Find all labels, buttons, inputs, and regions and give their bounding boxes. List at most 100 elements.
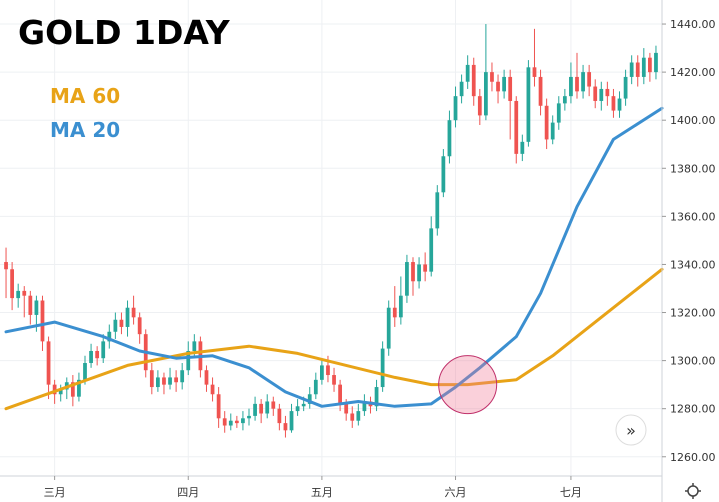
chart-title: GOLD 1DAY [18, 13, 231, 52]
candle-body [4, 262, 8, 270]
candle-body [22, 290, 27, 296]
candle-body [125, 307, 130, 327]
gear-icon-teeth[interactable] [685, 483, 701, 499]
candle-body [581, 72, 585, 92]
candle-body [271, 401, 276, 409]
candle-body [508, 76, 513, 101]
moving-averages-layer [4, 106, 664, 411]
candle-body [441, 156, 446, 193]
candle-body [210, 384, 215, 395]
candle-body [192, 341, 197, 351]
y-tick-label: 1320.00 [670, 307, 716, 320]
candle-body [453, 96, 458, 121]
candle-body [137, 317, 142, 335]
y-tick-label: 1440.00 [670, 18, 716, 31]
scroll-right-button[interactable]: » [615, 414, 647, 446]
candle-body [46, 341, 51, 385]
candle-body [641, 57, 646, 77]
candle-body [156, 377, 160, 388]
candle-body [77, 379, 81, 397]
candle-body [313, 379, 318, 395]
candle-body [332, 375, 336, 385]
candle-body [587, 72, 592, 87]
candle-body [119, 319, 124, 327]
x-tick-label: 五月 [311, 486, 333, 499]
candle-body [277, 408, 282, 424]
candle-body [222, 418, 227, 426]
legend-ma20: MA 20 [50, 118, 120, 142]
candle-body [131, 307, 136, 318]
ma60-line [4, 267, 664, 411]
candle-body [295, 406, 300, 412]
candle-body [265, 401, 270, 414]
candle-body [502, 76, 506, 92]
y-tick-label: 1300.00 [670, 355, 716, 368]
candle-body [405, 262, 409, 296]
candle-body [538, 76, 543, 106]
candle-body [532, 67, 537, 77]
candle-body [259, 403, 264, 414]
candle-body [386, 307, 391, 349]
candle-body [241, 418, 245, 424]
settings-gear-icon[interactable] [685, 483, 701, 499]
candle-body [648, 57, 652, 73]
y-tick-label: 1420.00 [670, 66, 716, 79]
candle-body [162, 377, 166, 385]
candle-body [484, 72, 488, 116]
x-tick-label: 三月 [44, 486, 66, 499]
x-tick-label: 四月 [177, 486, 199, 499]
legend-ma60: MA 60 [50, 84, 120, 108]
candle-body [447, 120, 452, 157]
candle-body [344, 403, 349, 414]
candle-body [605, 88, 610, 97]
candle-body [28, 295, 33, 315]
candle-body [101, 341, 106, 359]
candle-body [575, 76, 579, 92]
y-tick-label: 1280.00 [670, 403, 716, 416]
y-tick-label: 1340.00 [670, 258, 716, 271]
candle-body [635, 62, 640, 77]
candle-body [654, 52, 658, 73]
candle-body [398, 295, 403, 318]
candle-body [253, 403, 257, 416]
candle-body [10, 269, 14, 299]
candle-body [477, 96, 482, 116]
ma20-line [4, 106, 664, 408]
candle-body [617, 98, 622, 111]
candle-body [180, 370, 185, 383]
candle-body [70, 382, 75, 397]
candle-body [149, 370, 154, 388]
x-tick-label: 七月 [560, 486, 582, 499]
candle-body [247, 415, 251, 419]
candle-body [490, 72, 494, 82]
candle-body [465, 64, 470, 82]
candle-body [593, 86, 598, 101]
candle-body [411, 262, 415, 282]
candle-body [623, 76, 628, 99]
candle-body [326, 365, 330, 376]
candle-body [392, 307, 397, 318]
scroll-right-button-bg[interactable] [615, 414, 647, 446]
candle-body [629, 62, 634, 77]
candle-body [544, 105, 549, 140]
candle-body [307, 394, 312, 404]
candle-body [569, 76, 573, 97]
y-tick-label: 1400.00 [670, 114, 716, 127]
candle-body [40, 300, 45, 342]
y-tick-label: 1260.00 [670, 451, 716, 464]
candle-body [107, 331, 112, 342]
candle-body [83, 363, 87, 380]
candle-body [556, 103, 561, 123]
crossover-highlight-circle [438, 355, 498, 415]
candle-body [234, 420, 239, 424]
candle-body [283, 423, 288, 431]
candle-body [562, 96, 567, 104]
candle-body [520, 141, 525, 154]
y-tick-label: 1380.00 [670, 162, 716, 175]
candle-body [320, 365, 324, 380]
chevron-right-icon[interactable]: » [626, 421, 636, 440]
candle-body [496, 81, 500, 92]
